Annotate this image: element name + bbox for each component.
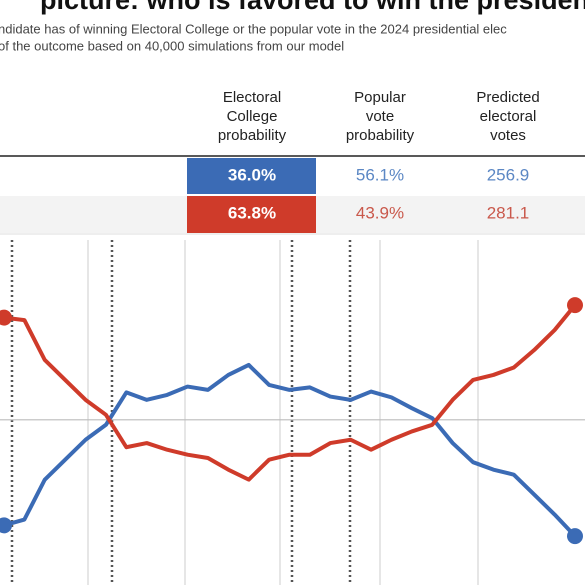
column-header: electoral (480, 108, 537, 125)
cell: 256.9 (487, 165, 530, 184)
title: picture: who is favored to win the presi… (40, 0, 585, 15)
column-header: probability (218, 127, 287, 144)
subtitle: of the outcome based on 40,000 simulatio… (0, 38, 344, 53)
cell: 56.1% (356, 165, 404, 184)
plot (0, 240, 585, 585)
end-dot (567, 528, 583, 545)
end-dot (0, 517, 12, 534)
subtitle: ndidate has of winning Electoral College… (0, 21, 507, 36)
series-line (3, 303, 577, 482)
cell: 36.0% (228, 165, 276, 184)
cell: 63.8% (228, 203, 276, 222)
column-header: votes (490, 127, 526, 144)
date-lines (87, 240, 479, 585)
end-dot (0, 309, 12, 326)
column-header: Electoral (223, 89, 281, 106)
column-header: College (227, 108, 278, 125)
table: Electoral College probability Popular vote pr… (0, 89, 585, 235)
column-header: probability (346, 127, 415, 144)
end-dot (567, 297, 583, 314)
cell-bg (187, 158, 316, 194)
column-header: Popular (354, 89, 406, 106)
column-header: vote (366, 108, 394, 125)
series-line (3, 362, 577, 538)
cell: 43.9% (356, 203, 404, 222)
column-header: Predicted (476, 89, 539, 106)
cell: 281.1 (487, 203, 530, 222)
cell-bg (187, 196, 316, 233)
